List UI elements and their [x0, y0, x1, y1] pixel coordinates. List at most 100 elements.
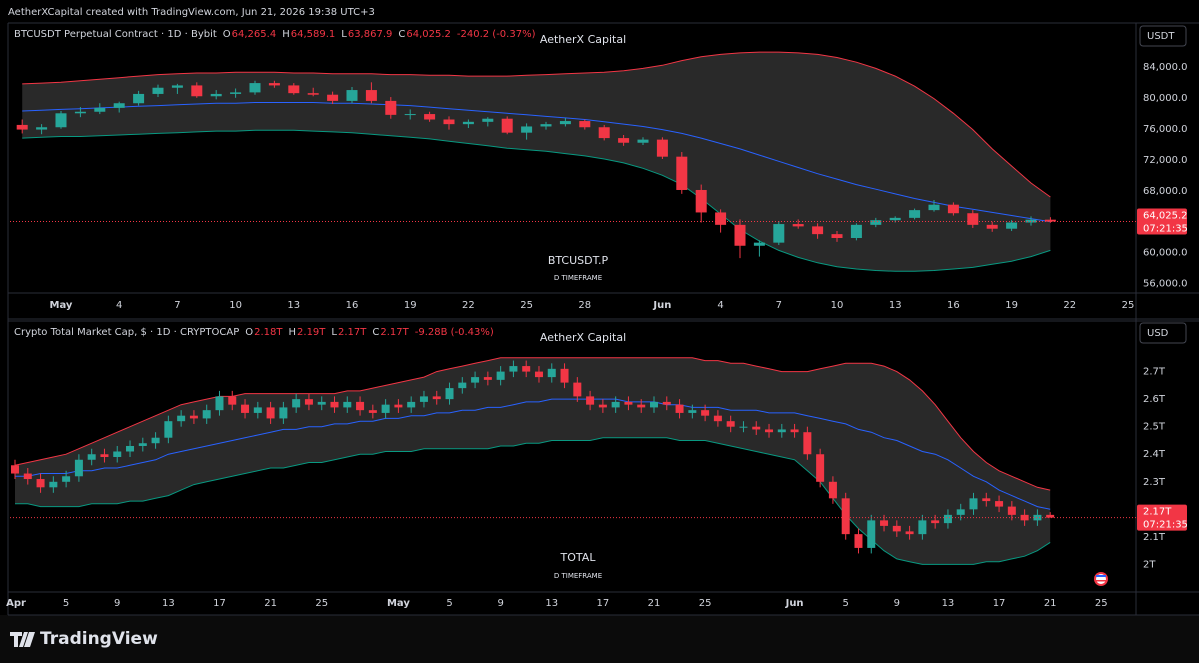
legend-key: H: [288, 327, 297, 338]
candle-body: [982, 498, 991, 502]
candle-body: [74, 111, 86, 114]
x-tick-label: 25: [520, 300, 533, 311]
x-tick-label: 5: [843, 598, 849, 609]
y-tick-label: 2T: [1143, 559, 1156, 570]
candle-body: [16, 124, 28, 130]
candle-body: [268, 83, 280, 86]
candle-body: [241, 404, 250, 413]
candle-body: [637, 404, 646, 408]
candle-body: [676, 156, 688, 190]
candle-body: [394, 404, 403, 408]
x-tick-label: 13: [545, 598, 558, 609]
currency-label: USDT: [1147, 31, 1175, 42]
candle-body: [307, 93, 319, 95]
x-tick-label: 25: [315, 598, 328, 609]
candle-body: [560, 368, 569, 383]
candle-body: [752, 426, 761, 430]
candle-body: [1007, 506, 1016, 515]
brand-name: TradingView: [40, 629, 158, 649]
last-price-label: 2.17T: [1143, 507, 1172, 518]
candle-body: [443, 119, 455, 125]
candle-body: [138, 443, 147, 446]
candle-body: [624, 401, 633, 405]
candle-body: [253, 407, 262, 413]
x-tick-label: 22: [462, 300, 475, 311]
legend-key: L: [331, 327, 337, 338]
y-tick-label: 80,000.0: [1143, 93, 1188, 104]
candle-body: [956, 509, 965, 515]
candle-body: [986, 224, 998, 229]
x-tick-label: Jun: [785, 598, 804, 609]
band-fill: [22, 52, 1051, 272]
y-tick-label: 2.4T: [1143, 449, 1166, 460]
x-tick-label: 7: [174, 300, 180, 311]
candle-body: [739, 426, 748, 428]
legend-value: 63,867.9: [347, 29, 393, 40]
candle-body: [365, 90, 377, 101]
currency-box: [1139, 25, 1187, 47]
candle-body: [969, 498, 978, 510]
candle-body: [931, 520, 940, 524]
band-line: [22, 129, 1051, 272]
x-tick-label: 25: [699, 598, 712, 609]
legend-change: -240.2 (-0.37%): [456, 29, 536, 40]
candle-body: [330, 401, 339, 408]
candle-body: [579, 121, 591, 128]
candle-body: [918, 520, 927, 535]
candle-body: [909, 210, 921, 218]
candle-body: [831, 234, 843, 239]
candle-body: [889, 217, 901, 221]
x-tick-label: 7: [776, 300, 782, 311]
x-tick-label: 25: [1122, 300, 1135, 311]
candle-body: [547, 368, 556, 378]
candle-body: [841, 498, 850, 535]
candle-body: [695, 189, 707, 213]
candle-body: [803, 432, 812, 455]
candle-body: [304, 399, 313, 405]
candle-body: [36, 479, 45, 488]
candle-body: [892, 525, 901, 532]
legend: Crypto Total Market Cap, $ · 1D · CRYPTO…: [14, 326, 495, 340]
x-tick-label: 17: [597, 598, 610, 609]
candle-body: [637, 139, 649, 143]
legend-key: O: [245, 327, 254, 338]
candle-body: [482, 118, 494, 122]
candle-body: [94, 107, 106, 112]
candle-body: [55, 113, 67, 128]
x-tick-label: 21: [1044, 598, 1057, 609]
candle-body: [773, 224, 785, 243]
band-line: [22, 102, 1051, 223]
x-tick-label: Jun: [652, 300, 671, 311]
candle-body: [611, 401, 620, 408]
candle-body: [1033, 514, 1042, 521]
legend-key: L: [341, 29, 347, 40]
candle-body: [74, 459, 83, 477]
x-tick-label: 17: [993, 598, 1006, 609]
x-tick-label: 13: [889, 300, 902, 311]
candle-body: [62, 476, 71, 482]
x-tick-label: 28: [578, 300, 591, 311]
candle-body: [534, 371, 543, 378]
watermark-symbol: TOTAL: [560, 551, 597, 564]
candle-body: [790, 429, 799, 433]
candle-body: [404, 114, 416, 116]
footer-bar: [0, 615, 1199, 663]
legend-value: 2.17T: [337, 327, 367, 338]
x-tick-label: 21: [648, 598, 661, 609]
candle-body: [471, 377, 480, 383]
x-tick-label: 4: [116, 300, 122, 311]
candle-body: [152, 87, 164, 94]
x-tick-label: 10: [831, 300, 844, 311]
candle-body: [816, 454, 825, 482]
candle-body: [228, 396, 237, 405]
legend-key: H: [282, 29, 290, 40]
candle-body: [598, 127, 610, 139]
watermark-timeframe: D TIMEFRAME: [554, 274, 602, 282]
x-tick-label: 10: [229, 300, 242, 311]
candle-body: [540, 124, 552, 127]
candle-body: [765, 429, 774, 433]
watermark-timeframe: D TIMEFRAME: [554, 572, 602, 580]
candle-body: [734, 224, 746, 246]
